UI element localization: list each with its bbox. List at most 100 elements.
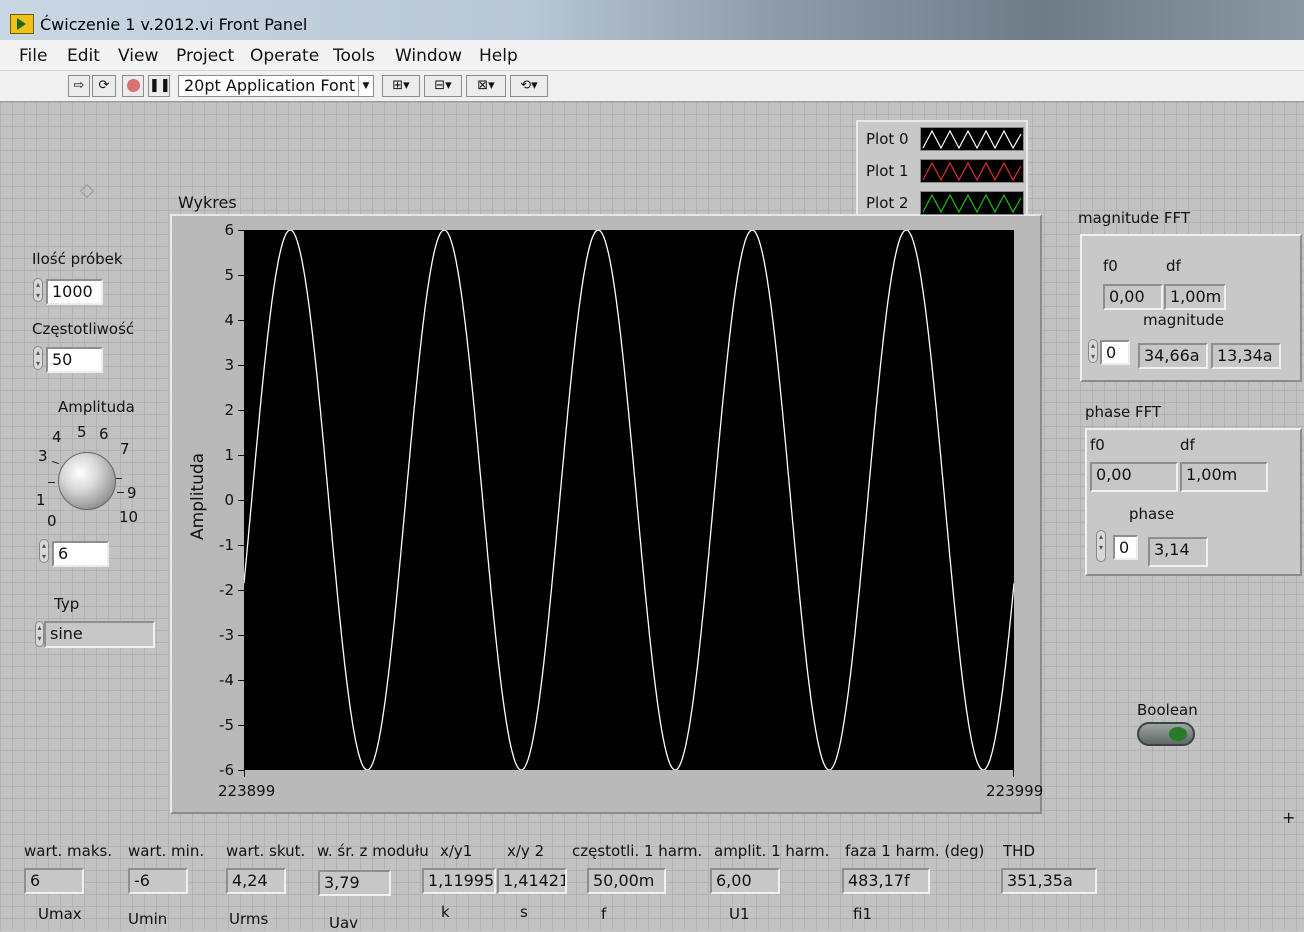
y-tick: [238, 635, 244, 636]
legend-item-plot1[interactable]: Plot 1: [858, 156, 1026, 186]
y-tick: [238, 320, 244, 321]
y-tick: [238, 455, 244, 456]
legend-swatch-red: [920, 159, 1024, 183]
mag-f0-value: 0,00: [1103, 284, 1163, 310]
resize-objects-icon[interactable]: ⊠▾: [466, 75, 506, 97]
knob-scale-4: 4: [52, 428, 62, 446]
mag-element-0: 34,66a: [1138, 343, 1208, 369]
legend-swatch-white: [920, 127, 1024, 151]
menu-operate[interactable]: Operate: [250, 46, 320, 66]
led-icon: [1169, 727, 1187, 741]
menu-view[interactable]: View: [118, 46, 159, 66]
y-tick-label: -1: [219, 536, 234, 554]
y-tick: [238, 545, 244, 546]
title-bar: Ćwiczenie 1 v.2012.vi Front Panel: [0, 0, 1304, 40]
uav-caption: Uav: [329, 914, 359, 932]
frequency-label: Częstotliwość: [32, 320, 135, 338]
font-select[interactable]: 20pt Application Font ▼: [178, 75, 374, 97]
knob-scale-3: 3: [38, 447, 48, 465]
f-value: 50,00m: [587, 868, 666, 894]
window-title: Ćwiczenie 1 v.2012.vi Front Panel: [40, 15, 308, 34]
menu-project[interactable]: Project: [176, 46, 235, 66]
menu-edit[interactable]: Edit: [67, 46, 100, 66]
knob-scale-10: 10: [119, 508, 139, 526]
thd-value: 351,35a: [1001, 868, 1097, 894]
legend-label: Plot 1: [866, 162, 909, 180]
s-label: x/y 2: [507, 842, 545, 860]
plot-area[interactable]: [243, 229, 1015, 771]
phase-array-index[interactable]: 0: [1113, 535, 1138, 560]
umin-caption: Umin: [128, 910, 168, 928]
y-tick-label: -2: [219, 581, 234, 599]
distribute-objects-icon[interactable]: ⊟▾: [424, 75, 462, 97]
menu-help[interactable]: Help: [479, 46, 518, 66]
frequency-increment-icon[interactable]: ▴ ▾: [33, 346, 43, 370]
run-arrow-icon[interactable]: ⇨: [68, 75, 90, 97]
y-tick-label: 0: [224, 491, 234, 509]
run-continuously-icon[interactable]: ⟳: [92, 75, 116, 97]
legend-swatch-green: [920, 191, 1024, 215]
umin-label: wart. min.: [128, 842, 205, 860]
y-tick-label: 6: [224, 221, 234, 239]
boolean-toggle-button[interactable]: [1137, 722, 1195, 746]
menu-window[interactable]: Window: [395, 46, 463, 66]
mag-array-label: magnitude: [1143, 311, 1225, 329]
u1-label: amplit. 1 harm.: [714, 842, 830, 860]
knob-scale-6: 6: [99, 425, 109, 443]
knob-scale-7: 7: [120, 440, 130, 458]
k-label: x/y1: [440, 842, 473, 860]
knob-scale-9: 9: [127, 484, 137, 502]
amplitude-label: Amplituda: [58, 398, 135, 416]
mag-index-increment-icon[interactable]: ▴ ▾: [1088, 339, 1098, 363]
menu-bar: File Edit View Project Operate Tools Win…: [0, 40, 1304, 71]
urms-caption: Urms: [229, 910, 269, 928]
legend-item-plot2[interactable]: Plot 2: [858, 188, 1026, 218]
s-caption: s: [520, 903, 528, 921]
fi1-value: 483,17f: [842, 868, 930, 894]
y-tick: [238, 230, 244, 231]
phase-index-increment-icon[interactable]: ▴ ▾: [1096, 530, 1106, 562]
phase-array-label: phase: [1129, 505, 1175, 523]
y-tick-label: 1: [224, 446, 234, 464]
menu-tools[interactable]: Tools: [333, 46, 375, 66]
knob-tick: [48, 482, 55, 483]
frequency-input[interactable]: 50: [46, 347, 103, 373]
thd-label: THD: [1003, 842, 1035, 860]
pause-icon[interactable]: ❚❚: [148, 75, 171, 97]
menu-file[interactable]: File: [19, 46, 48, 66]
umin-value: -6: [128, 868, 188, 894]
urms-label: wart. skut.: [226, 842, 306, 860]
amplitude-knob[interactable]: [58, 452, 116, 510]
f-caption: f: [601, 905, 607, 923]
align-objects-icon[interactable]: ⊞▾: [382, 75, 420, 97]
samples-input[interactable]: 1000: [46, 279, 103, 305]
mag-array-index[interactable]: 0: [1100, 340, 1130, 365]
samples-increment-icon[interactable]: ▴ ▾: [33, 278, 43, 302]
amplitude-input[interactable]: 6: [52, 541, 109, 567]
y-tick: [238, 590, 244, 591]
umax-caption: Umax: [38, 905, 82, 923]
phase-df-value: 1,00m: [1180, 462, 1268, 492]
plot-legend[interactable]: Plot 0 Plot 1 Plot 2: [856, 120, 1028, 216]
legend-label: Plot 0: [866, 130, 909, 148]
legend-item-plot0[interactable]: Plot 0: [858, 124, 1026, 154]
x-tick: [244, 770, 245, 777]
y-tick-label: -5: [219, 716, 234, 734]
magnitude-fft-label: magnitude FFT: [1078, 209, 1191, 227]
type-ring-arrows-icon[interactable]: ▴ ▾: [35, 621, 44, 647]
y-tick-label: 5: [224, 266, 234, 284]
amplitude-increment-icon[interactable]: ▴ ▾: [39, 539, 49, 563]
y-tick-label: 3: [224, 356, 234, 374]
k-caption: k: [441, 903, 450, 921]
y-tick-label: 2: [224, 401, 234, 419]
umax-value: 6: [24, 868, 84, 894]
abort-execution-icon[interactable]: [122, 75, 144, 97]
reorder-icon[interactable]: ⟲▾: [510, 75, 548, 97]
type-ring-select[interactable]: sine: [44, 621, 155, 648]
k-value: 1,11995: [422, 868, 496, 894]
font-select-value: 20pt Application Font: [184, 76, 356, 95]
phase-f0-label: f0: [1090, 436, 1105, 454]
phase-f0-value: 0,00: [1090, 462, 1178, 492]
mag-df-label: df: [1166, 257, 1181, 275]
y-tick-label: -4: [219, 671, 234, 689]
